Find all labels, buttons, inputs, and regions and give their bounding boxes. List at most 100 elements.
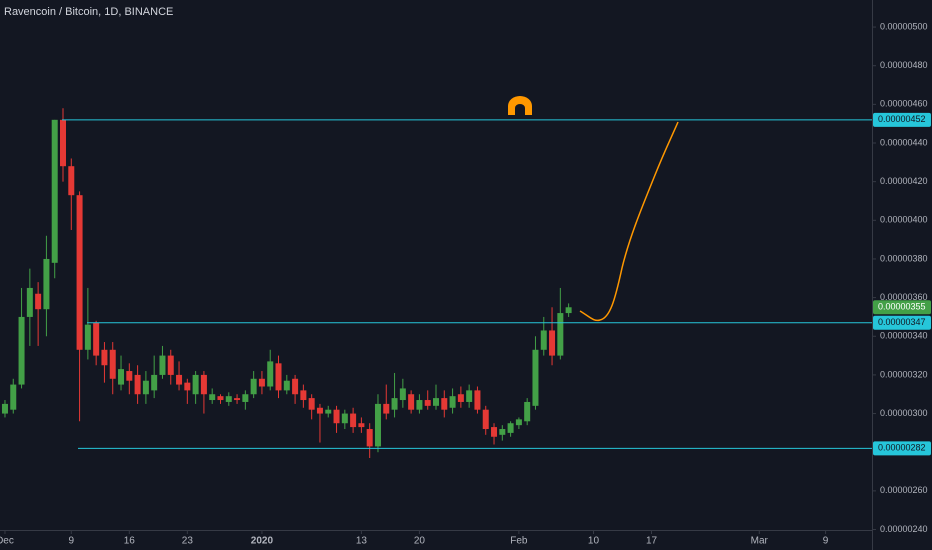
candle-body	[507, 423, 514, 433]
x-tick-label: 9	[823, 536, 829, 547]
candle-body	[84, 324, 91, 350]
candle-body	[43, 258, 50, 310]
candle-body	[26, 287, 33, 317]
candle-body	[142, 380, 149, 395]
candle-body	[408, 394, 415, 410]
last-price-badge	[873, 300, 931, 315]
candle-body	[258, 378, 265, 387]
candle-body	[341, 413, 348, 424]
x-tick-label: 2020	[251, 536, 274, 547]
x-tick-label: 23	[182, 536, 194, 547]
x-tick-label: Dec	[0, 536, 14, 547]
candle-body	[333, 409, 340, 424]
y-tick-label: 0.00000500	[880, 21, 928, 31]
candle-body	[292, 378, 299, 395]
candle-body	[59, 119, 66, 167]
candle-body	[424, 400, 431, 406]
level-badge	[873, 441, 931, 456]
arch-icon	[508, 96, 532, 115]
last-price-label: 0.00000355	[878, 302, 926, 312]
candle-body	[192, 374, 199, 395]
candle-body	[200, 374, 207, 395]
candle-body	[308, 398, 315, 410]
level-badge	[873, 112, 931, 127]
candle-body	[283, 380, 290, 391]
y-tick-label: 0.00000460	[880, 99, 928, 109]
candle-body	[167, 355, 174, 375]
candle-body	[515, 419, 522, 426]
candle-body	[209, 394, 216, 401]
candle-body	[93, 322, 100, 356]
candle-body	[549, 330, 556, 356]
candle-body	[399, 388, 406, 401]
candle-body	[109, 349, 116, 379]
candle-body	[10, 384, 17, 410]
candle-body	[466, 390, 473, 402]
candle-body	[499, 429, 506, 435]
candle-body	[300, 390, 307, 401]
x-tick-label: 9	[69, 536, 75, 547]
chart-title: Ravencoin / Bitcoin, 1D, BINANCE	[4, 6, 173, 18]
candle-body	[391, 398, 398, 410]
candle-body	[433, 398, 439, 406]
y-tick-label: 0.00000320	[880, 369, 928, 379]
y-tick-label: 0.00000360	[880, 292, 928, 302]
candle-body	[441, 398, 448, 410]
candle-body	[350, 413, 357, 428]
candle-body	[184, 382, 191, 391]
x-tick-label: 10	[588, 536, 600, 547]
x-tick-label: Feb	[510, 536, 528, 547]
y-tick-label: 0.00000300	[880, 408, 928, 418]
candle-body	[491, 427, 498, 437]
candle-body	[449, 396, 456, 408]
candle-body	[275, 363, 282, 391]
y-tick-label: 0.00000340	[880, 331, 928, 341]
level-label: 0.00000282	[878, 443, 926, 453]
candle-body	[76, 195, 83, 350]
candle-body	[134, 374, 141, 395]
candle-body	[557, 313, 564, 356]
candle-body	[524, 401, 531, 422]
candle-body	[457, 394, 464, 402]
y-tick-label: 0.00000260	[880, 485, 928, 495]
x-tick-label: 13	[356, 536, 368, 547]
y-tick-label: 0.00000380	[880, 253, 928, 263]
candle-body	[316, 407, 323, 414]
candle-body	[416, 400, 423, 410]
candle-body	[267, 361, 274, 387]
candle-body	[565, 307, 572, 314]
candle-body	[482, 409, 489, 430]
candle-body	[250, 378, 257, 395]
candle-body	[68, 166, 75, 196]
y-tick-label: 0.00000400	[880, 215, 928, 225]
x-tick-label: Mar	[751, 536, 769, 547]
x-tick-label: 20	[414, 536, 426, 547]
candle-body	[1, 403, 8, 414]
level-label: 0.00000347	[878, 317, 926, 327]
candle-body	[176, 374, 183, 385]
candle-body	[242, 394, 249, 402]
candle-body	[159, 355, 166, 375]
candle-body	[151, 374, 158, 391]
candle-body	[540, 330, 547, 350]
level-badge	[873, 315, 931, 330]
candle-body	[374, 403, 381, 447]
projection-curve	[579, 121, 679, 322]
candle-body	[366, 429, 373, 447]
y-tick-label: 0.00000420	[880, 176, 928, 186]
candle-body	[101, 349, 108, 366]
candle-body	[234, 398, 241, 401]
candle-body	[358, 423, 365, 428]
x-tick-label: 17	[646, 536, 658, 547]
candle-body	[532, 349, 539, 406]
candle-body	[325, 409, 332, 414]
candle-body	[18, 316, 25, 385]
x-tick-label: 16	[124, 536, 136, 547]
candle-body	[383, 403, 390, 414]
candle-body	[474, 390, 481, 410]
candle-body	[118, 369, 125, 385]
y-tick-label: 0.00000240	[880, 524, 928, 534]
